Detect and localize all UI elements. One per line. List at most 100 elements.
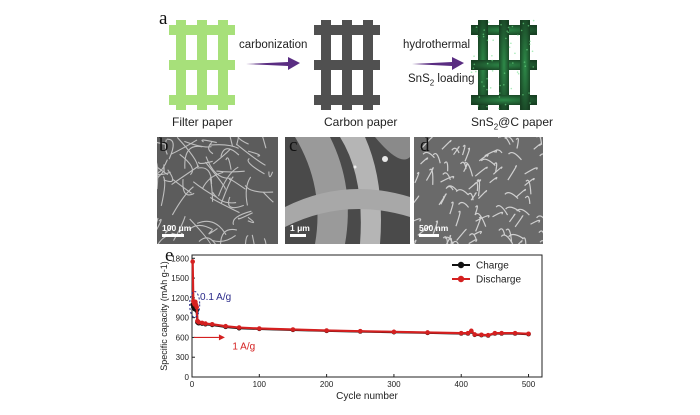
data-point-discharge	[459, 331, 464, 336]
nanoflake-dot	[528, 25, 530, 27]
nanoflake-dot	[517, 71, 519, 73]
nanoflake-dot	[528, 92, 530, 94]
nanoflake-dot	[524, 61, 526, 63]
legend-label: Charge	[476, 261, 509, 272]
y-tick-label: 0	[185, 373, 190, 382]
nanoflake-dot	[483, 29, 485, 31]
data-point-discharge	[291, 327, 296, 332]
legend-swatch-marker	[458, 262, 464, 268]
y-tick-label: 1500	[171, 274, 189, 283]
annotation-low-rate: 0.1 A/g	[200, 292, 231, 303]
nanoflake-dot	[491, 55, 493, 57]
x-tick-label: 500	[522, 380, 536, 389]
y-tick-label: 900	[176, 314, 190, 323]
nanoflake-dot	[473, 55, 475, 57]
nanoflake-dot	[477, 36, 479, 38]
nanoflake-dot	[512, 62, 514, 64]
plot-frame	[192, 255, 542, 377]
nanoflake-dot	[490, 87, 492, 89]
nanoflake-dot	[487, 63, 489, 65]
hydrothermal-label: hydrothermal	[403, 39, 470, 51]
nanoflake-dot	[499, 85, 501, 87]
data-point-discharge	[257, 326, 262, 331]
annotation-high-rate: 1 A/g	[232, 341, 255, 352]
nanoflake-dot	[491, 60, 493, 62]
data-point-discharge	[493, 331, 498, 336]
rate-arrow-head	[219, 334, 225, 340]
nanoflake-dot	[475, 71, 477, 73]
nanoflake-dot	[499, 92, 501, 94]
nanoflake-dot	[477, 105, 479, 107]
nanoflake-dot	[517, 34, 519, 36]
x-tick-label: 300	[387, 380, 401, 389]
data-point-discharge	[392, 330, 397, 335]
data-point-discharge	[469, 329, 474, 334]
nanoflake-dot	[512, 26, 514, 28]
nanoflake-dot	[483, 36, 485, 38]
nanoflake-dot	[523, 23, 525, 25]
nanoflake-dot	[500, 24, 502, 26]
sem-image-c: 1 μm c	[285, 137, 410, 244]
nanoflake-dot	[504, 72, 506, 74]
nanoflake-dot	[498, 108, 500, 110]
sns2c-paper-grid	[471, 20, 537, 110]
nanoflake-dot	[526, 49, 528, 51]
grid-bar	[218, 20, 228, 110]
sem-image-d: 500 nm d	[414, 137, 543, 244]
hydrothermal-arrow	[412, 57, 464, 70]
data-point-discharge	[513, 331, 518, 336]
nanoflake-dot	[508, 27, 510, 29]
nanoflake-dot	[522, 94, 524, 96]
y-tick-label: 1800	[171, 254, 189, 263]
nanoflake-dot	[505, 104, 507, 106]
nanoflake-dot	[486, 106, 488, 108]
nanoflake-dot	[521, 30, 523, 32]
scale-bar-b	[162, 234, 184, 237]
nanoflake-dot	[532, 66, 534, 68]
panel-b-label: b	[159, 137, 169, 157]
data-point-discharge	[486, 333, 491, 338]
nanoflake-dot	[514, 52, 516, 54]
scale-label-b: 100 μm	[162, 223, 191, 233]
y-tick-label: 600	[176, 333, 190, 342]
data-point-discharge	[194, 305, 199, 310]
data-point-discharge	[237, 325, 242, 330]
data-point-discharge	[324, 328, 329, 333]
nanoflake-dot	[524, 65, 526, 67]
nanoflake-dot	[492, 39, 494, 41]
y-axis-label: Specific capacity (mAh g-1)	[159, 261, 169, 371]
data-point-discharge	[499, 331, 504, 336]
y-tick-label: 300	[176, 353, 190, 362]
nanoflake-dot	[529, 43, 531, 45]
carbonization-label: carbonization	[239, 39, 307, 51]
nanoflake-dot	[509, 46, 511, 48]
nanoflake-dot	[529, 102, 531, 104]
y-tick-label: 1200	[171, 294, 189, 303]
filter-paper-grid	[169, 20, 235, 110]
nanoflake-dot	[486, 89, 488, 91]
panel-c-label: c	[289, 137, 297, 157]
scale-label-c: 1 μm	[290, 223, 310, 233]
grid-bar	[363, 20, 373, 110]
sns2c-paper-caption: SnS2@C paper	[471, 115, 553, 131]
data-point-discharge	[190, 259, 195, 264]
nanoflake-dot	[487, 39, 489, 41]
nanoflake-dot	[532, 50, 534, 52]
scale-bar-c	[290, 234, 306, 237]
data-point-discharge	[472, 332, 477, 337]
data-point-discharge	[203, 321, 208, 326]
nanoflake-dot	[499, 96, 501, 98]
nanoflake-dot	[503, 84, 505, 86]
data-point-discharge	[210, 322, 215, 327]
nanoflake-dot	[481, 81, 483, 83]
cycling-chart: 0 100 200 300 400 5000300600900120015001800Cy…	[150, 245, 560, 415]
x-axis-label: Cycle number	[336, 391, 398, 402]
nanoflake-dot	[506, 30, 508, 32]
scale-bar-d	[419, 234, 439, 237]
series-line-discharge	[193, 262, 529, 336]
nanoflake-dot	[473, 67, 475, 69]
legend-label: Discharge	[476, 275, 521, 286]
data-point-discharge	[526, 332, 531, 337]
data-point-discharge	[223, 324, 228, 329]
grid-bar	[520, 20, 530, 110]
